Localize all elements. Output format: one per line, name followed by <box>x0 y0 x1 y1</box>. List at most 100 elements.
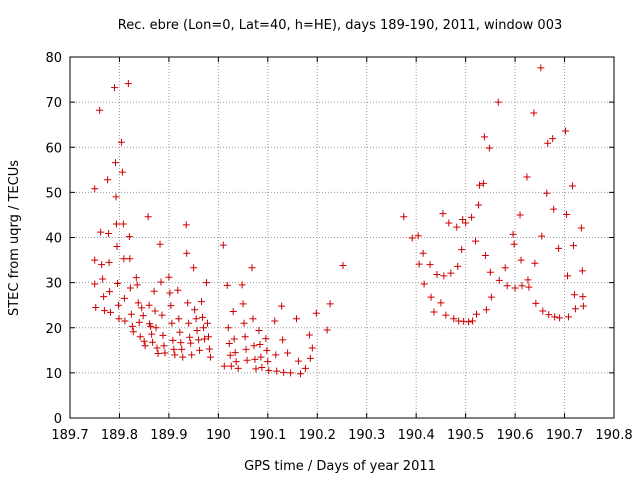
x-tick-label: 190.5 <box>447 428 484 443</box>
data-point <box>112 220 120 228</box>
data-point <box>126 284 134 292</box>
data-point <box>145 301 153 309</box>
data-point <box>157 278 165 286</box>
data-point <box>200 324 208 332</box>
data-point <box>437 299 445 307</box>
data-point <box>306 354 314 362</box>
data-point <box>271 317 279 325</box>
data-point <box>475 181 483 189</box>
data-point <box>458 246 466 254</box>
data-point <box>571 305 579 313</box>
data-point <box>465 318 473 326</box>
data-point <box>120 255 128 263</box>
data-point <box>227 362 235 370</box>
data-point <box>442 311 450 319</box>
data-point <box>486 268 494 276</box>
data-point <box>129 328 137 336</box>
data-point <box>149 338 157 346</box>
data-point <box>206 353 214 361</box>
data-point <box>419 249 427 257</box>
data-point <box>549 135 557 143</box>
data-point <box>169 336 177 344</box>
data-point <box>195 336 203 344</box>
data-point <box>153 344 161 352</box>
data-point <box>91 185 99 193</box>
data-point <box>509 230 517 238</box>
data-point <box>118 168 126 176</box>
data-point <box>525 283 533 291</box>
data-point <box>119 220 127 228</box>
data-point <box>569 242 577 250</box>
data-point <box>203 319 211 327</box>
plot-frame <box>69 56 615 419</box>
x-axis-label: GPS time / Days of year 2011 <box>244 459 436 474</box>
data-point <box>186 333 194 341</box>
data-point <box>258 363 266 371</box>
data-point <box>326 300 334 308</box>
data-point <box>190 264 198 272</box>
data-point <box>158 311 166 319</box>
data-point <box>176 328 184 336</box>
data-point <box>147 322 155 330</box>
data-point <box>165 273 173 281</box>
data-point <box>264 358 272 366</box>
data-point <box>539 307 547 315</box>
data-point <box>105 258 113 266</box>
data-point <box>251 355 259 363</box>
data-point <box>139 312 147 320</box>
data-point <box>415 260 423 268</box>
data-point <box>182 221 190 229</box>
data-point <box>305 331 313 339</box>
data-point <box>577 224 585 232</box>
y-tick-labels: 0 10 20 30 40 50 60 70 80 <box>45 51 62 427</box>
data-point <box>408 234 416 242</box>
data-point <box>255 326 263 334</box>
x-tick-label: 190.6 <box>496 428 533 443</box>
data-point <box>257 353 265 361</box>
data-point <box>287 369 295 377</box>
data-point <box>472 237 480 245</box>
data-point <box>450 315 458 323</box>
data-point <box>242 345 250 353</box>
data-point <box>433 271 441 279</box>
x-tick-label: 189.7 <box>51 428 88 443</box>
data-point <box>427 293 435 301</box>
data-point <box>205 345 213 353</box>
y-tick-label: 80 <box>45 51 62 66</box>
data-point <box>135 318 143 326</box>
data-point <box>249 315 257 323</box>
data-point <box>538 232 546 240</box>
data-point <box>265 367 273 375</box>
data-point <box>188 351 196 359</box>
data-point <box>252 365 260 373</box>
data-points <box>91 64 587 378</box>
data-point <box>144 213 152 221</box>
data-point <box>524 276 532 284</box>
data-point <box>426 261 434 269</box>
data-point <box>225 340 233 348</box>
data-point <box>510 240 518 248</box>
x-tick-label: 190.4 <box>398 428 435 443</box>
data-point <box>148 330 156 338</box>
data-point <box>440 272 448 280</box>
y-tick-label: 20 <box>45 322 62 337</box>
data-point <box>187 339 195 347</box>
data-point <box>178 345 186 353</box>
data-point <box>578 267 586 275</box>
data-point <box>400 213 408 221</box>
data-point <box>445 219 453 227</box>
data-point <box>272 351 280 359</box>
data-point <box>113 280 121 288</box>
data-point <box>495 276 503 284</box>
data-point <box>301 364 309 372</box>
data-point <box>473 310 481 318</box>
data-point <box>136 333 144 341</box>
data-point <box>159 331 167 339</box>
data-point <box>479 179 487 187</box>
data-point <box>202 279 210 287</box>
data-point <box>543 189 551 197</box>
data-point <box>204 333 212 341</box>
data-point <box>141 342 149 350</box>
data-point <box>126 255 134 263</box>
data-point <box>530 109 538 117</box>
